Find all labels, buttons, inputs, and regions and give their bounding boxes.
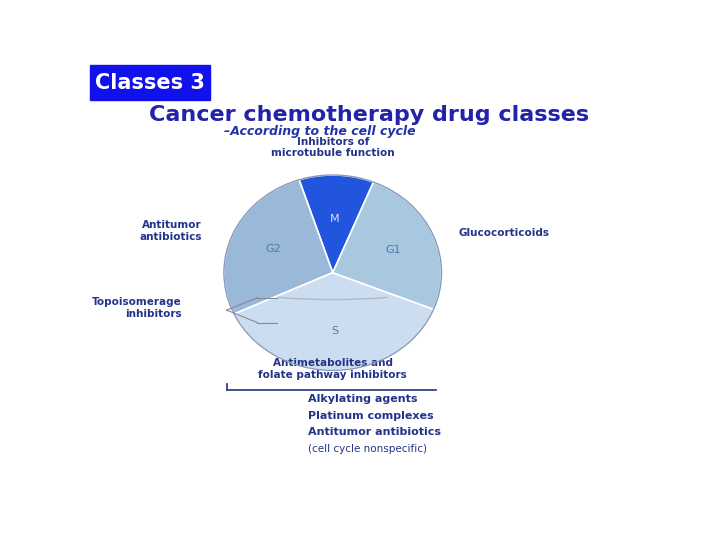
Text: G1: G1 [385,245,400,255]
Text: Platinum complexes: Platinum complexes [307,411,433,421]
Text: Alkylating agents: Alkylating agents [307,394,417,404]
Polygon shape [224,180,333,314]
Text: Antitumor antibiotics: Antitumor antibiotics [307,427,441,437]
Text: S: S [331,326,338,336]
Text: Inhibitors of
microtubule function: Inhibitors of microtubule function [271,137,395,158]
Text: M: M [330,214,340,224]
Text: Glucocorticoids: Glucocorticoids [459,228,549,238]
FancyBboxPatch shape [90,65,210,100]
Text: Antitumor
antibiotics: Antitumor antibiotics [139,220,202,242]
Text: Antimetabolites and
folate pathway inhibitors: Antimetabolites and folate pathway inhib… [258,358,407,380]
Text: Cancer chemotherapy drug classes: Cancer chemotherapy drug classes [149,105,589,125]
Text: (cell cycle nonspecific): (cell cycle nonspecific) [307,444,427,454]
Polygon shape [234,273,433,370]
Text: G2: G2 [265,244,281,254]
Polygon shape [333,182,441,309]
Polygon shape [299,175,374,273]
Text: Topoisomerage
inhibitors: Topoisomerage inhibitors [92,297,182,319]
Text: Classes 3: Classes 3 [95,73,204,93]
Text: –According to the cell cycle: –According to the cell cycle [224,125,415,138]
